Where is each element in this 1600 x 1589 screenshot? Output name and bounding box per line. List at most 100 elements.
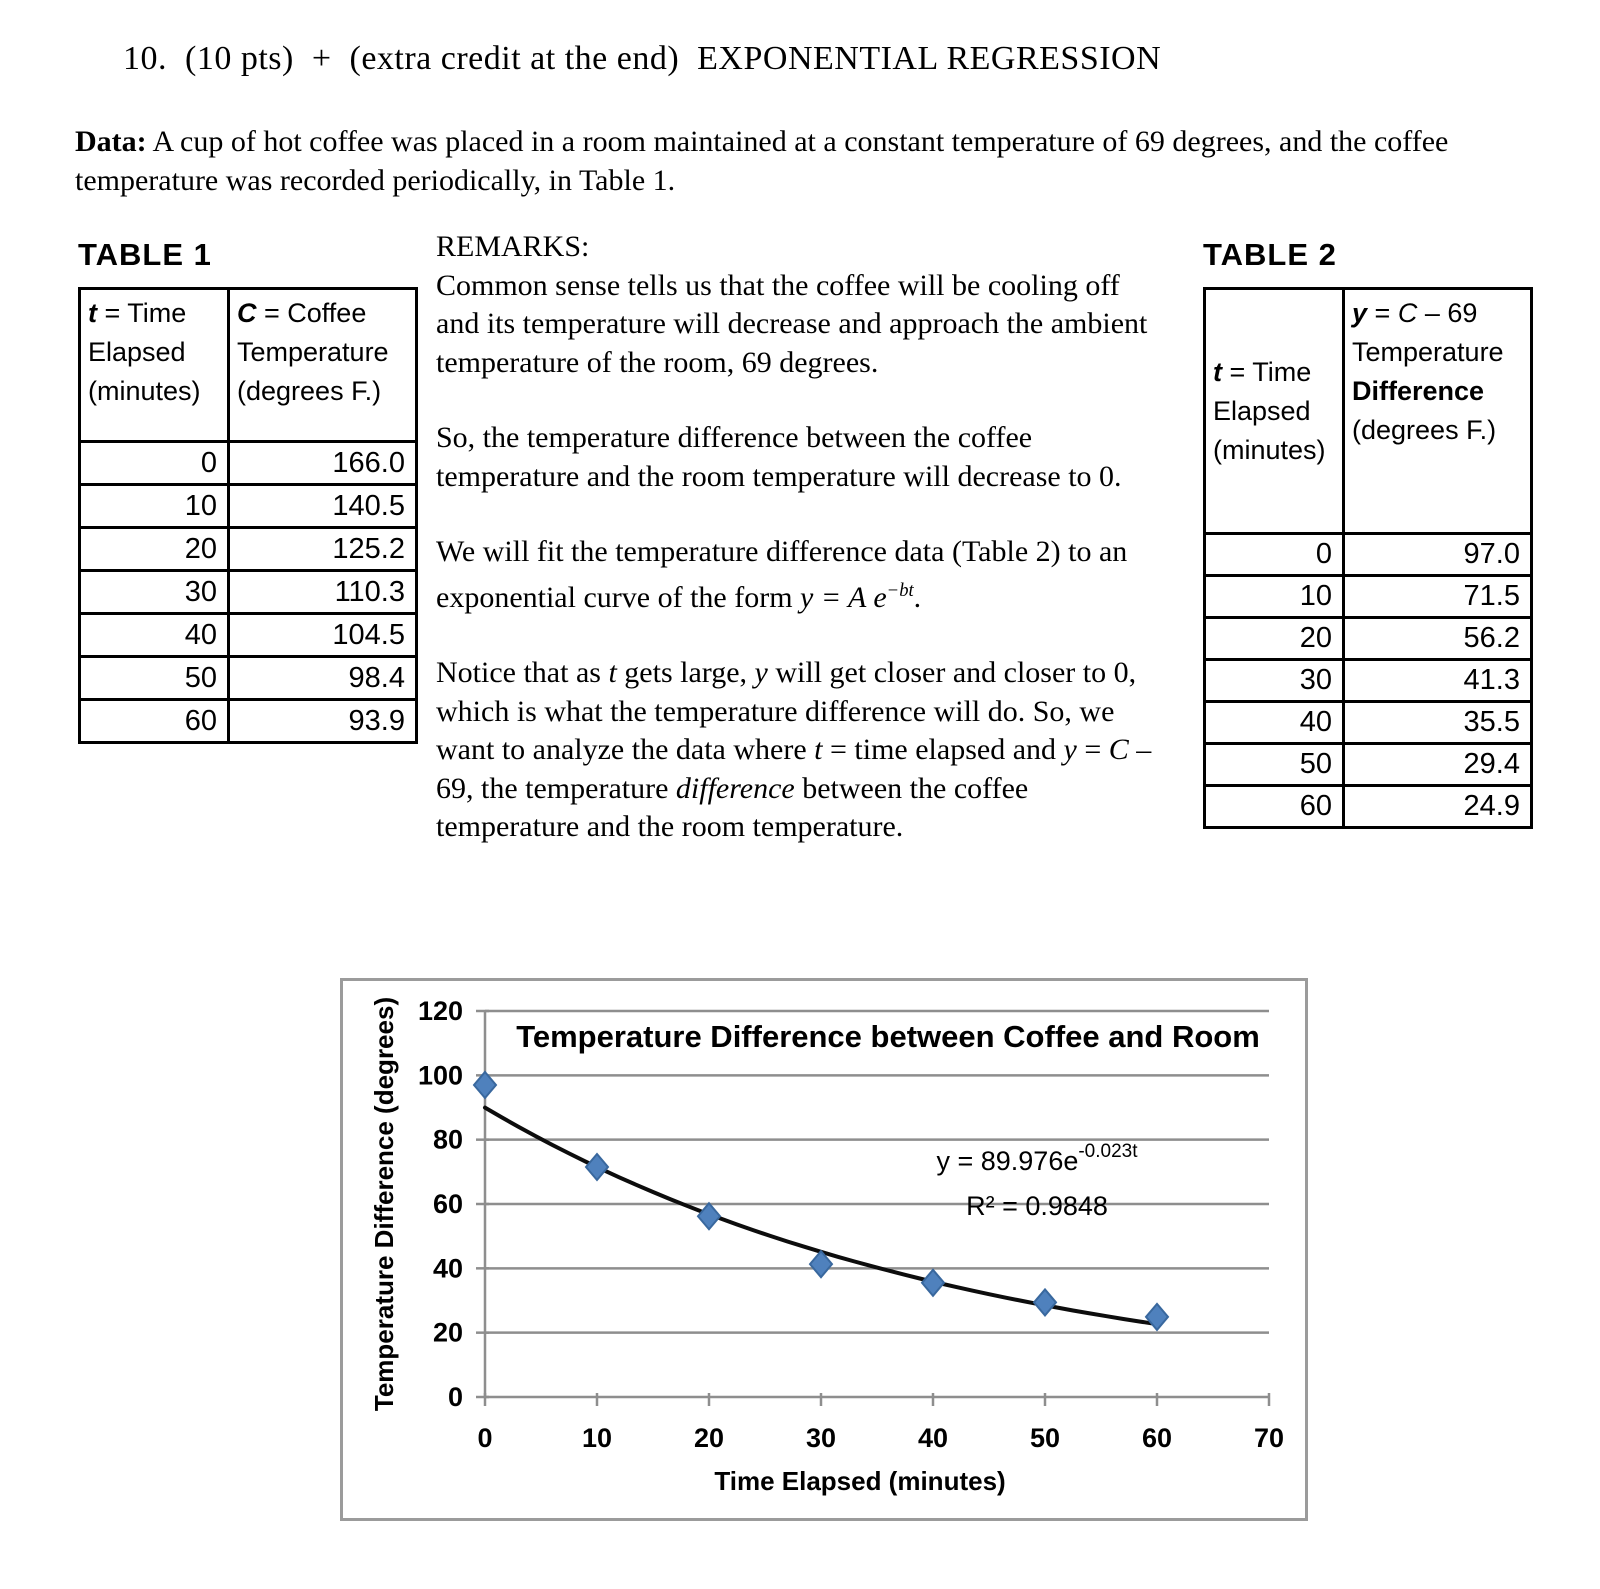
table-cell: 10 <box>1203 574 1345 619</box>
table-cell: 20 <box>78 526 230 572</box>
x-tick-label: 10 <box>582 1423 612 1453</box>
col1-header-text: = Time Elapsed (minutes) <box>88 298 201 406</box>
table-cell: 98.4 <box>227 655 418 701</box>
remarks-paragraph: We will fit the temperature difference d… <box>436 533 1166 617</box>
y-tick-label: 0 <box>448 1382 463 1412</box>
data-paragraph: Data: A cup of hot coffee was placed in … <box>75 122 1547 200</box>
table-cell: 110.3 <box>227 569 418 615</box>
x-tick-label: 60 <box>1142 1423 1172 1453</box>
table-row: 20 125.2 <box>78 526 418 572</box>
table-cell: 40 <box>78 612 230 658</box>
data-label: Data: <box>75 125 147 158</box>
table-cell: 60 <box>1203 784 1345 829</box>
remarks-paragraph: So, the temperature difference between t… <box>436 419 1166 496</box>
text-segment: gets large, <box>616 656 755 689</box>
table-cell: 30 <box>78 569 230 615</box>
col2-header-text: – 69 Temperature <box>1352 298 1504 367</box>
chart-data-point <box>696 1201 722 1231</box>
table-cell: 20 <box>1203 616 1345 661</box>
table-cell: 60 <box>78 698 230 744</box>
table-row: 50 98.4 <box>78 655 418 701</box>
table-row: 60 24.9 <box>1203 784 1533 829</box>
trendline-r2: R² = 0.9848 <box>966 1191 1108 1221</box>
data-text: A cup of hot coffee was placed in a room… <box>75 125 1449 197</box>
table-cell: 30 <box>1203 658 1345 703</box>
remarks-paragraph: Notice that as t gets large, y will get … <box>436 654 1166 847</box>
x-tick-label: 50 <box>1030 1423 1060 1453</box>
table-cell: 140.5 <box>227 483 418 529</box>
x-tick-label: 20 <box>694 1423 724 1453</box>
table2-heading: TABLE 2 <box>1203 237 1337 272</box>
table-cell: 50 <box>1203 742 1345 787</box>
table-cell: 93.9 <box>227 698 418 744</box>
remarks-section: REMARKS: Common sense tells us that the … <box>436 228 1166 847</box>
remarks-heading: REMARKS: <box>436 230 590 263</box>
table2-section: TABLE 2 t = Time Elapsed (minutes) y = C… <box>1203 237 1533 829</box>
x-tick-label: 30 <box>806 1423 836 1453</box>
text-segment: y = A e <box>800 580 887 614</box>
table1-col2-header: C = Coffee Temperature (degrees F.) <box>227 287 418 443</box>
text-segment: We will fit the temperature difference d… <box>436 535 1128 614</box>
table-cell: 97.0 <box>1342 532 1533 577</box>
chart-data-point <box>1032 1287 1058 1317</box>
x-tick-label: 70 <box>1254 1423 1284 1453</box>
table-row: 30 41.3 <box>1203 658 1533 703</box>
table-cell: 56.2 <box>1342 616 1533 661</box>
y-tick-label: 100 <box>418 1060 463 1090</box>
table-row: 60 93.9 <box>78 698 418 744</box>
text-segment: y <box>754 656 768 689</box>
y-tick-label: 120 <box>418 996 463 1026</box>
table-row: 50 29.4 <box>1203 742 1533 787</box>
table1-header-row: t = Time Elapsed (minutes) C = Coffee Te… <box>78 287 418 443</box>
text-segment: Notice that as <box>436 656 609 689</box>
table-cell: 125.2 <box>227 526 418 572</box>
text-segment: . <box>913 580 922 614</box>
table-cell: 24.9 <box>1342 784 1533 829</box>
text-segment: between the coffee temperature and the r… <box>436 771 1029 844</box>
y-axis-title: Temperature Difference (degrees) <box>369 997 399 1411</box>
text-segment: y <box>1063 733 1077 766</box>
table-cell: 10 <box>78 483 230 529</box>
x-axis-title: Time Elapsed (minutes) <box>714 1466 1005 1496</box>
table-cell: 166.0 <box>227 440 418 486</box>
table-row: 40 104.5 <box>78 612 418 658</box>
chart-data-point <box>1144 1302 1170 1332</box>
table-row: 30 110.3 <box>78 569 418 615</box>
chart-figure: 0 20 40 60 80 100 120 0 10 20 30 40 50 60 70 Temperatur… <box>340 978 1308 1521</box>
text-segment: t <box>814 733 823 766</box>
table1-heading: TABLE 1 <box>78 237 212 272</box>
trendline-equation: y = 89.976e-0.023t <box>936 1141 1138 1176</box>
table-cell: 104.5 <box>227 612 418 658</box>
chart-data-point <box>920 1268 946 1298</box>
y-tick-label: 80 <box>433 1125 463 1155</box>
table-cell: 40 <box>1203 700 1345 745</box>
chart-data-point <box>584 1152 610 1182</box>
text-segment: difference <box>675 771 795 805</box>
table-row: 40 35.5 <box>1203 700 1533 745</box>
table-row: 20 56.2 <box>1203 616 1533 661</box>
table-row: 10 71.5 <box>1203 574 1533 619</box>
table2-header-row: t = Time Elapsed (minutes) y = C – 69 Te… <box>1203 287 1533 535</box>
var-c: C <box>237 298 257 328</box>
x-tick-label: 40 <box>918 1423 948 1453</box>
table1-section: TABLE 1 t = Time Elapsed (minutes) C = C… <box>78 237 418 744</box>
table-cell: 35.5 <box>1342 700 1533 745</box>
table-cell: 0 <box>78 440 230 486</box>
table-cell: 0 <box>1203 532 1345 577</box>
text-segment: t <box>608 656 617 689</box>
table2-col1-header: t = Time Elapsed (minutes) <box>1203 287 1345 535</box>
text-segment: will get closer and closer to 0, which i… <box>436 656 1137 766</box>
var-t: t <box>1213 356 1222 387</box>
table-row: 0 97.0 <box>1203 532 1533 577</box>
var-y: y <box>1352 298 1368 328</box>
table-cell: 29.4 <box>1342 742 1533 787</box>
text-segment: = time elapsed and <box>822 733 1064 766</box>
text-segment: −bt <box>886 579 914 601</box>
table-cell: 41.3 <box>1342 658 1533 703</box>
table-row: 10 140.5 <box>78 483 418 529</box>
remarks-paragraph: Common sense tells us that the coffee wi… <box>436 267 1166 383</box>
equals-sign: = <box>1367 298 1398 328</box>
table-cell: 50 <box>78 655 230 701</box>
chart-title: Temperature Difference between Coffee an… <box>516 1019 1260 1054</box>
table1-col1-header: t = Time Elapsed (minutes) <box>78 287 230 443</box>
